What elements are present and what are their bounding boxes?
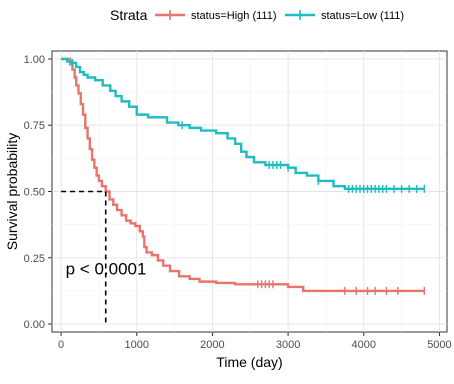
x-tick-label: 0: [58, 339, 64, 351]
x-tick-label: 1000: [125, 339, 149, 351]
legend-title: Strata: [110, 7, 148, 23]
y-tick-label: 0.00: [24, 319, 45, 331]
x-axis-title: Time (day): [216, 354, 282, 370]
y-tick-label: 1.00: [24, 54, 45, 66]
survival-curve-high: [61, 57, 425, 293]
p-value-label: p < 0.0001: [66, 259, 147, 278]
y-axis-title: Survival probability: [4, 133, 20, 251]
x-tick-label: 5000: [427, 339, 451, 351]
x-tick-label: 2000: [200, 339, 224, 351]
series-layer: [61, 57, 425, 295]
axes: 0 1000 2000 3000 4000 5000 0.00 0.25 0.50 0.75 1.0…: [4, 54, 452, 370]
legend-item-low-label: status=Low (111): [321, 10, 404, 22]
y-tick-label: 0.75: [24, 120, 45, 132]
survival-curve-low: [61, 57, 425, 191]
legend-item-high-label: status=High (111): [191, 10, 277, 22]
y-tick-label: 0.25: [24, 253, 45, 265]
annotation-layer: p < 0.0001: [61, 190, 147, 325]
x-tick-label: 4000: [352, 339, 376, 351]
x-tick-label: 3000: [276, 339, 300, 351]
y-tick-label: 0.50: [24, 187, 45, 199]
legend: Strata status=High (111) status=Low (111): [110, 7, 404, 23]
